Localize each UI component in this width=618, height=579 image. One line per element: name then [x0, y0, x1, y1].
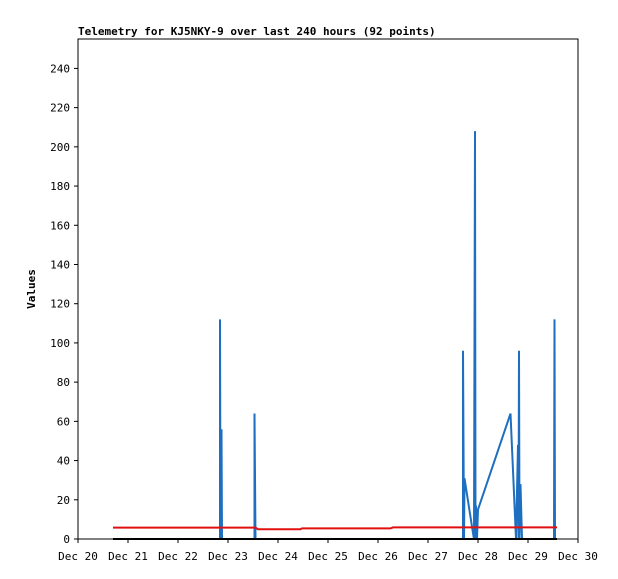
- x-tick-label: Dec 20: [58, 550, 98, 563]
- y-tick-label: 160: [50, 219, 70, 232]
- x-tick-label: Dec 25: [308, 550, 348, 563]
- y-tick-label: 180: [50, 180, 70, 193]
- x-tick-label: Dec 29: [508, 550, 548, 563]
- y-tick-label: 60: [57, 415, 70, 428]
- x-tick-label: Dec 24: [258, 550, 298, 563]
- y-tick-label: 240: [50, 62, 70, 75]
- series-line-1: [113, 131, 557, 540]
- x-tick-label: Dec 22: [158, 550, 198, 563]
- y-tick-label: 200: [50, 141, 70, 154]
- x-tick-label: Dec 28: [458, 550, 498, 563]
- y-tick-label: 120: [50, 298, 70, 311]
- x-tick-label: Dec 26: [358, 550, 398, 563]
- y-axis: 0 20 40 60 80 100 120 140 160 180 200 220 240: [50, 62, 78, 546]
- x-tick-label: Dec 23: [208, 550, 248, 563]
- y-axis-label: Values: [25, 269, 38, 309]
- y-tick-label: 40: [57, 455, 70, 468]
- y-tick-label: 220: [50, 102, 70, 115]
- y-tick-label: 20: [57, 494, 70, 507]
- x-tick-label: Dec 30: [558, 550, 598, 563]
- y-tick-label: 0: [63, 533, 70, 546]
- y-tick-label: 100: [50, 337, 70, 350]
- y-tick-label: 140: [50, 258, 70, 271]
- series-line-3: [113, 526, 557, 531]
- plot-frame: [77, 38, 579, 540]
- chart-title: Telemetry for KJ5NKY-9 over last 240 hou…: [78, 25, 436, 38]
- y-tick-label: 80: [57, 376, 70, 389]
- x-tick-label: Dec 21: [108, 550, 148, 563]
- series-layer: [113, 131, 557, 540]
- x-tick-label: Dec 27: [408, 550, 448, 563]
- x-axis: Dec 20 Dec 21 Dec 22 Dec 23 Dec 24 Dec 25 Dec …: [58, 539, 598, 563]
